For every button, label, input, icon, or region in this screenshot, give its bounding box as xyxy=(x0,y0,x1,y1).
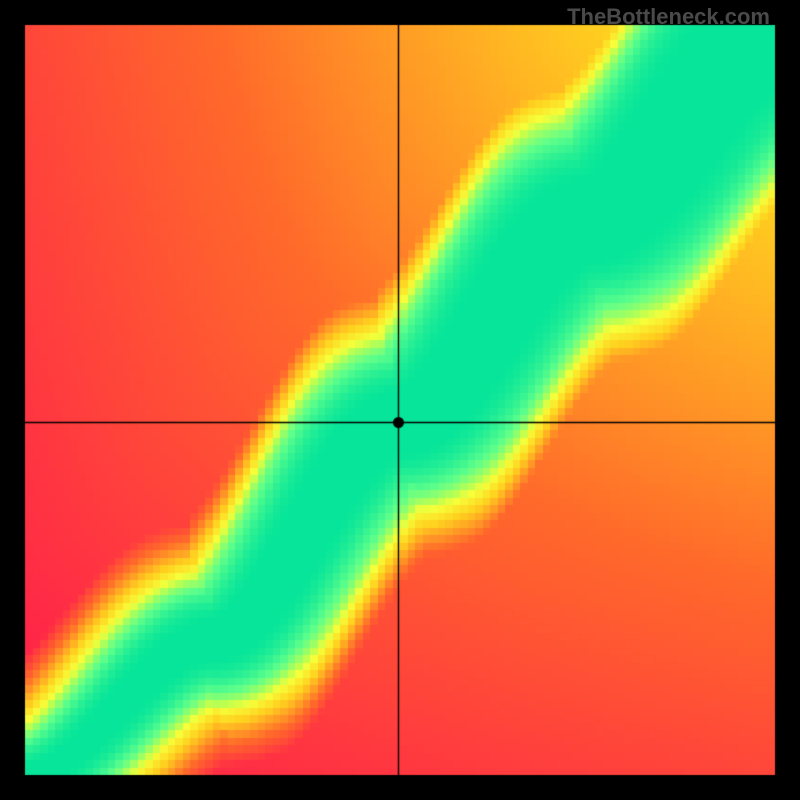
chart-container: TheBottleneck.com xyxy=(0,0,800,800)
bottleneck-heatmap-canvas xyxy=(0,0,800,800)
